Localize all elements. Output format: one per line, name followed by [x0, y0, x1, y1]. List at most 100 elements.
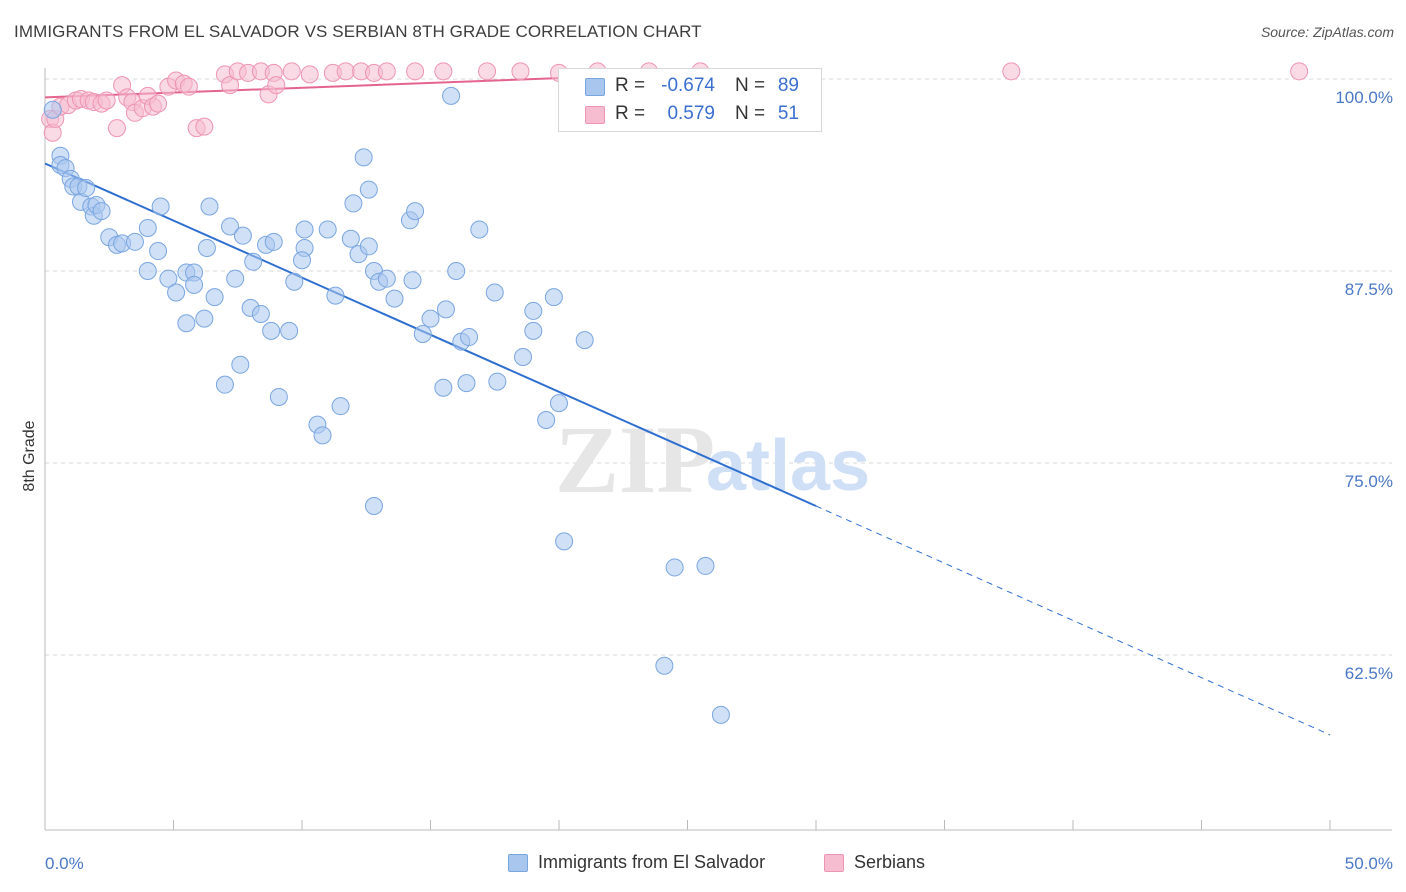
point-el-salvador [488, 372, 507, 391]
scatter-points [41, 62, 1309, 724]
point-el-salvador [215, 375, 234, 394]
r-value: 0.579 [667, 103, 715, 124]
point-el-salvador [149, 242, 168, 261]
watermark-zip: ZIP [555, 406, 715, 513]
point-el-salvador [711, 705, 730, 724]
point-el-salvador [318, 220, 337, 239]
point-el-salvador [262, 321, 281, 340]
point-el-salvador [655, 656, 674, 675]
point-el-salvador [413, 324, 432, 343]
point-el-salvador [326, 286, 345, 305]
point-el-salvador [514, 348, 533, 367]
point-serbians [282, 62, 301, 81]
point-el-salvador [231, 355, 250, 374]
point-el-salvador [434, 378, 453, 397]
point-serbians [97, 91, 116, 110]
point-el-salvador [524, 301, 543, 320]
point-el-salvador [575, 331, 594, 350]
point-serbians [1002, 62, 1021, 81]
point-el-salvador [354, 148, 373, 167]
point-el-salvador [269, 387, 288, 406]
point-el-salvador [293, 251, 311, 270]
point-el-salvador [457, 374, 476, 393]
blue-swatch-icon [585, 78, 605, 96]
stats-row-el-salvador: R = -0.674 N = 89 [559, 72, 821, 100]
pink-swatch-icon [824, 854, 844, 872]
r-label: R = [615, 75, 646, 96]
point-el-salvador [77, 179, 96, 198]
point-el-salvador [341, 229, 360, 248]
point-el-salvador [221, 217, 240, 236]
n-label: N = [735, 103, 766, 124]
point-el-salvador [544, 288, 563, 307]
point-el-salvador [470, 220, 489, 239]
point-el-salvador [280, 321, 299, 340]
point-el-salvador [406, 202, 425, 221]
point-el-salvador [226, 269, 245, 288]
source-label: Source: ZipAtlas.com [1260, 24, 1394, 40]
y-tick-label: 62.5% [1345, 664, 1393, 683]
point-serbians [267, 76, 286, 95]
point-el-salvador [244, 252, 263, 271]
point-el-salvador [421, 309, 440, 328]
point-serbians [149, 94, 168, 113]
point-serbians [300, 65, 319, 84]
point-el-salvador [195, 309, 214, 328]
pink-swatch-icon [585, 106, 605, 124]
point-el-salvador [197, 238, 216, 257]
point-el-salvador [167, 283, 186, 302]
chart-title: IMMIGRANTS FROM EL SALVADOR VS SERBIAN 8… [14, 22, 702, 41]
point-el-salvador [151, 197, 170, 216]
point-serbians [107, 119, 126, 138]
trend-line-el-salvador-extension [815, 505, 1331, 736]
series-legend: Immigrants from El Salvador Serbians [0, 852, 1406, 876]
point-el-salvador [696, 556, 715, 575]
x-tick-label: 50.0% [1345, 854, 1393, 873]
point-el-salvador [537, 410, 556, 429]
point-el-salvador [550, 394, 568, 413]
point-el-salvador [205, 288, 224, 307]
legend-label: Immigrants from El Salvador [538, 852, 766, 872]
y-axis-title: 8th Grade [21, 420, 38, 491]
point-serbians [511, 62, 530, 81]
point-el-salvador [138, 262, 157, 280]
r-label: R = [615, 103, 646, 124]
point-el-salvador [285, 272, 304, 291]
point-serbians [336, 62, 355, 81]
stats-row-serbians: R = 0.579 N = 51 [559, 100, 821, 128]
point-serbians [195, 117, 214, 136]
point-el-salvador [385, 289, 404, 308]
point-el-salvador [233, 226, 252, 245]
n-label: N = [735, 75, 766, 96]
point-serbians [179, 77, 198, 96]
point-serbians [406, 62, 425, 81]
point-el-salvador [200, 197, 219, 216]
point-el-salvador [665, 558, 684, 577]
y-tick-label: 75.0% [1345, 472, 1393, 491]
point-serbians [221, 76, 240, 95]
y-tick-label: 87.5% [1345, 280, 1393, 299]
point-el-salvador [436, 300, 455, 319]
point-el-salvador [359, 237, 378, 256]
point-el-salvador [92, 202, 111, 221]
point-el-salvador [295, 220, 314, 239]
n-value: 89 [777, 75, 799, 96]
point-el-salvador [177, 314, 196, 333]
point-serbians [434, 62, 453, 81]
point-el-salvador [185, 275, 204, 294]
point-el-salvador [251, 305, 270, 324]
point-el-salvador [331, 397, 350, 416]
point-el-salvador [377, 269, 396, 288]
point-el-salvador [447, 262, 466, 280]
axes [44, 68, 1392, 831]
y-tick-label: 100.0% [1335, 88, 1393, 107]
n-value: 51 [777, 103, 799, 124]
blue-swatch-icon [508, 854, 528, 872]
point-el-salvador [403, 271, 422, 290]
point-el-salvador [359, 180, 378, 199]
point-el-salvador [264, 232, 283, 251]
point-el-salvador [344, 194, 363, 213]
trend-lines [44, 70, 1331, 736]
point-el-salvador [159, 269, 178, 288]
point-el-salvador [442, 86, 461, 105]
